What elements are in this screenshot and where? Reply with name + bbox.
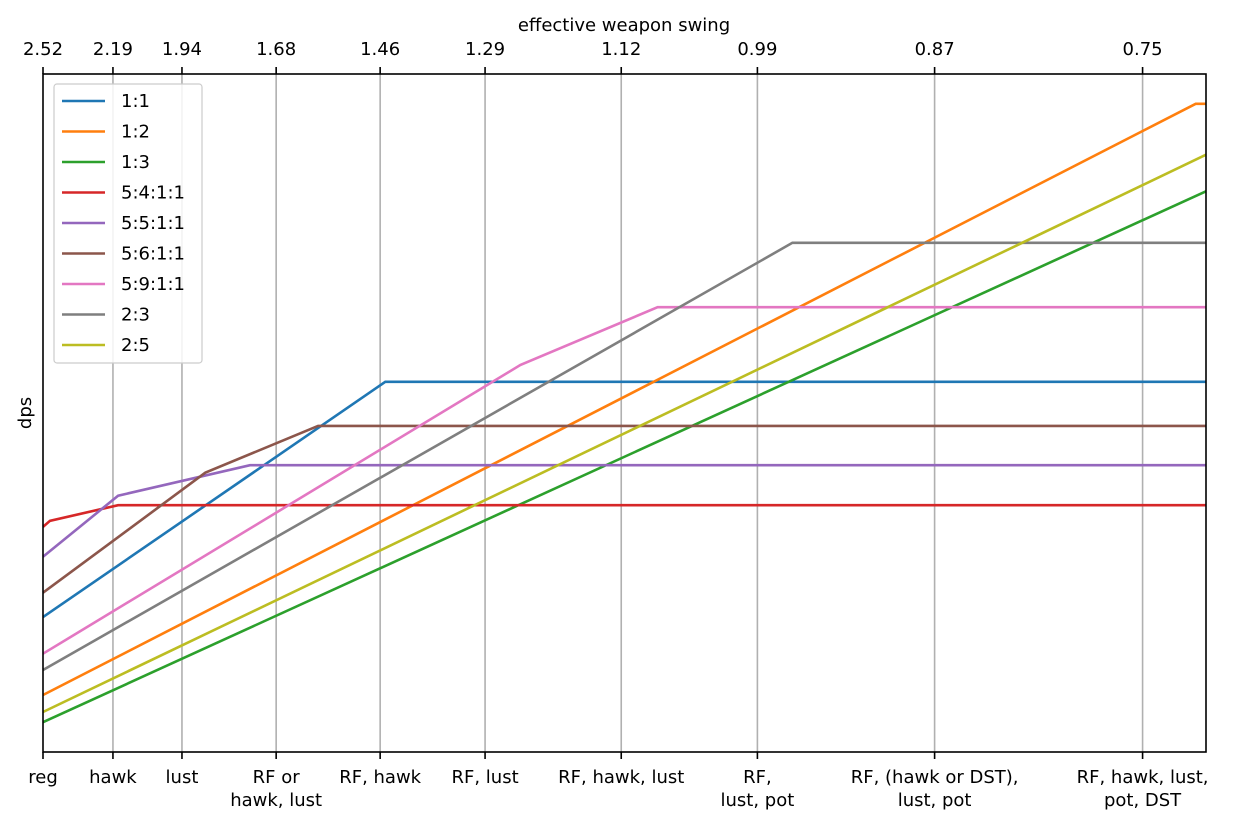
top-tick-label: 1.12 [601,39,641,60]
series-line-1:2 [42,102,1206,697]
series-line-5:4:1:1 [42,503,1206,528]
y-axis-label: dps [15,397,36,429]
bottom-tick-label: RF, hawk, lust [558,767,684,788]
top-tick-label: 0.87 [915,39,955,60]
top-tick-label: 1.94 [162,39,202,60]
bottom-tick-label: RF, lust, pot [721,767,795,811]
legend: 1:1 1:2 1:3 5:4:1:1 5:5:1:1 5:6:1:1 5:9:1:1 2:3… [53,83,203,364]
series-line-1:3 [42,190,1207,724]
bottom-tick-label-line: RF, lust [451,767,518,788]
bottom-tick-label-line: lust [166,767,199,788]
bottom-tick-label-line: RF, (hawk or DST), [851,767,1019,788]
legend-label: 1:1 [121,91,150,112]
legend-box [53,83,203,364]
top-tick-label: 1.46 [360,39,400,60]
grid-lines [112,74,1144,752]
tick-marks: 2.52 reg 2.19 hawk 1.94 lust 1.68 RF or hawk, lu… [23,39,1209,811]
bottom-tick-label-line: lust, pot [898,790,972,811]
bottom-tick-label: reg [28,767,58,788]
legend-label: 5:6:1:1 [121,244,185,265]
bottom-tick-label-line: lust, pot [721,790,795,811]
bottom-tick-label: RF, (hawk or DST), lust, pot [851,767,1019,811]
series-lines [42,102,1207,724]
top-tick-label: 1.68 [256,39,296,60]
bottom-tick-label-line: RF, [743,767,772,788]
top-tick-label: 2.19 [93,39,133,60]
bottom-tick-label: hawk [89,767,137,788]
bottom-tick-label-line: pot, DST [1104,790,1182,811]
bottom-tick-label: RF, hawk [339,767,421,788]
legend-label: 5:4:1:1 [121,183,185,204]
bottom-tick-label-line: hawk, lust [230,790,322,811]
bottom-tick-label-line: RF, hawk [339,767,421,788]
plot-frame [42,73,1207,753]
series-line-2:3 [42,241,1206,672]
bottom-tick-label: RF, lust [451,767,518,788]
series-line-5:9:1:1 [42,305,1206,655]
bottom-tick-label: RF, hawk, lust, pot, DST [1077,767,1209,811]
bottom-tick-label-line: RF, hawk, lust [558,767,684,788]
top-tick-label: 0.99 [737,39,777,60]
bottom-tick-label-line: reg [28,767,58,788]
legend-label: 2:3 [121,305,150,326]
legend-label: 2:5 [121,335,150,356]
bottom-tick-label-line: RF or [253,767,301,788]
legend-label: 5:9:1:1 [121,274,185,295]
bottom-tick-label: lust [166,767,199,788]
top-tick-label: 0.75 [1123,39,1163,60]
series-line-5:6:1:1 [42,424,1206,594]
bottom-tick-label-line: RF, hawk, lust, [1077,767,1209,788]
legend-label: 1:2 [121,122,150,143]
series-line-2:5 [42,153,1207,714]
series-line-1:1 [42,380,1206,619]
bottom-tick-label-line: hawk [89,767,137,788]
bottom-tick-label: RF or hawk, lust [230,767,322,811]
legend-label: 1:3 [121,152,150,173]
legend-label: 5:5:1:1 [121,213,185,234]
top-tick-label: 1.29 [465,39,505,60]
top-axis-label: effective weapon swing [518,15,730,36]
top-tick-label: 2.52 [23,39,63,60]
series-line-5:5:1:1 [42,463,1206,558]
